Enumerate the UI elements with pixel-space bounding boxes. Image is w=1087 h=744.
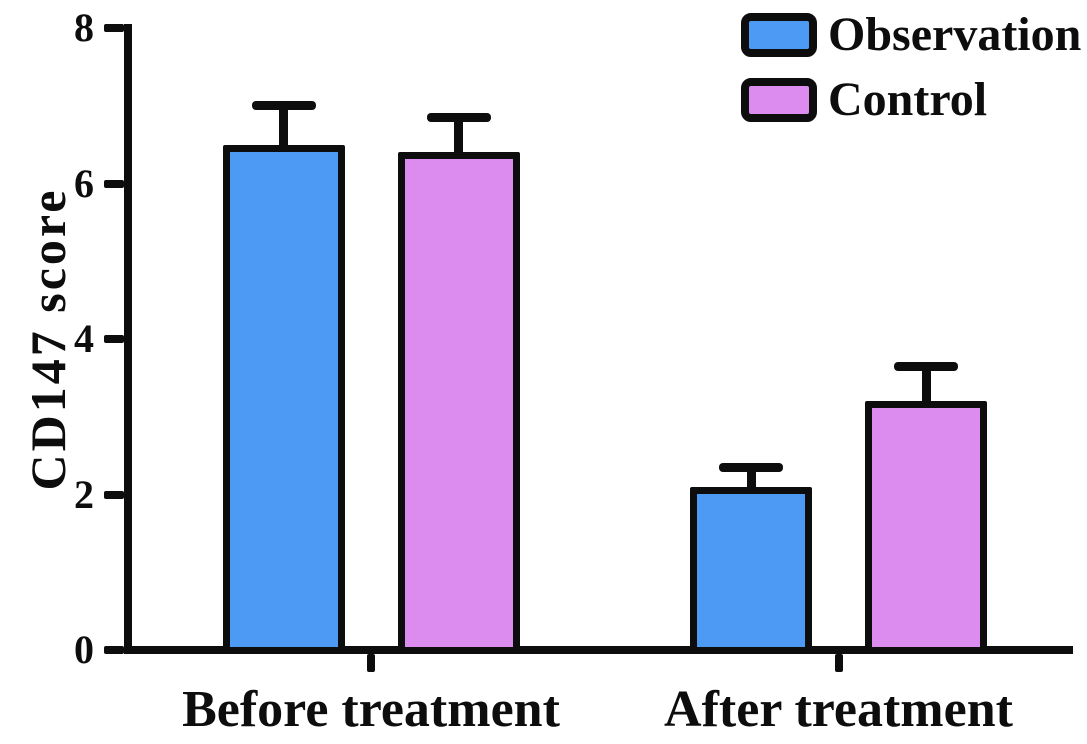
y-tick-0 (104, 646, 124, 654)
y-tick-label-8: 8 (74, 5, 94, 50)
legend-swatch-observation (741, 13, 817, 57)
y-tick-label-0: 0 (74, 627, 94, 672)
bar-control-after-treatment (865, 401, 987, 654)
legend-item-control: Control (741, 73, 1081, 126)
legend-label-observation: Observation (828, 8, 1082, 61)
y-tick-2 (104, 490, 124, 499)
y-tick-label-6: 6 (74, 160, 94, 206)
error-bar-stem-observation-before-treatment (279, 105, 288, 148)
x-tick-before-treatment (367, 654, 375, 672)
category-label-after-treatment: After treatment (664, 681, 1013, 738)
error-bar-stem-observation-after-treatment (746, 467, 756, 490)
legend-swatch-control (741, 78, 817, 122)
y-tick-4 (104, 335, 124, 343)
error-bar-cap-control-after-treatment (894, 361, 958, 371)
error-bar-stem-control-before-treatment (454, 117, 463, 156)
bar-observation-after-treatment (690, 486, 812, 654)
error-bar-cap-observation-after-treatment (719, 462, 783, 472)
y-axis-line (124, 24, 132, 654)
y-tick-6 (104, 179, 124, 188)
y-tick-8 (104, 24, 124, 32)
error-bar-cap-control-before-treatment (426, 112, 491, 122)
y-tick-label-2: 2 (74, 471, 94, 517)
legend-label-control: Control (828, 73, 988, 126)
legend-item-observation: Observation (741, 8, 1082, 61)
bar-observation-before-treatment (222, 144, 345, 654)
legend: Observation Control (741, 8, 1082, 143)
y-tick-label-4: 4 (74, 316, 94, 361)
category-label-before-treatment: Before treatment (182, 681, 560, 738)
x-tick-after-treatment (834, 654, 843, 672)
bar-control-before-treatment (397, 152, 520, 654)
error-bar-stem-control-after-treatment (921, 366, 931, 405)
error-bar-cap-observation-before-treatment (251, 101, 316, 111)
x-axis-line (124, 646, 1073, 654)
